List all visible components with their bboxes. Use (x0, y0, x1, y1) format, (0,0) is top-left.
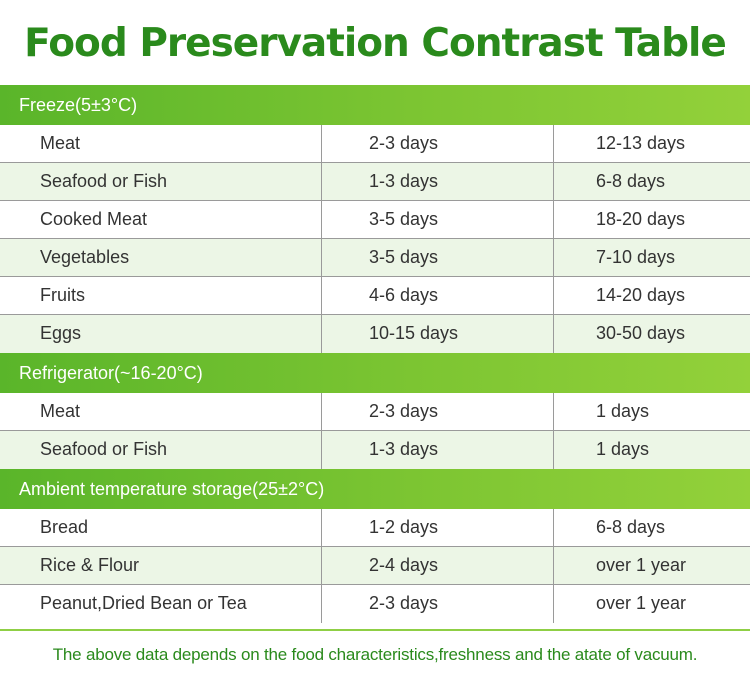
table-row: Fruits 4-6 days 14-20 days (0, 277, 750, 315)
duration-cell: 2-3 days (322, 125, 554, 162)
footer-divider (0, 629, 750, 631)
food-cell: Seafood or Fish (0, 163, 322, 200)
duration-cell: 1 days (596, 401, 650, 421)
food-cell: Cooked Meat (0, 201, 322, 238)
duration-cell: 12-13 days (596, 133, 686, 153)
food-cell: Vegetables (0, 239, 322, 276)
duration-cell: 1-3 days (322, 431, 554, 469)
food-cell: Seafood or Fish (0, 431, 322, 469)
table-row: Vegetables 3-5 days 7-10 days (0, 239, 750, 277)
table-row: Peanut,Dried Bean or Tea 2-3 days over 1… (0, 585, 750, 623)
food-cell: Peanut,Dried Bean or Tea (0, 585, 322, 623)
table-row: Rice & Flour 2-4 days over 1 year (0, 547, 750, 585)
duration-cell: 2-3 days (322, 393, 554, 430)
duration-cell: 3-5 days (322, 239, 554, 276)
duration-cell: 1-3 days (322, 163, 554, 200)
duration-cell: 1 days (596, 439, 650, 459)
duration-cell: 18-20 days (596, 209, 686, 229)
footnote: The above data depends on the food chara… (52, 645, 698, 664)
duration-cell: over 1 year (596, 593, 687, 613)
section-header-ambient: Ambient temperature storage(25±2°C) (0, 469, 750, 509)
duration-cell: 6-8 days (596, 171, 666, 191)
duration-cell: 3-5 days (322, 201, 554, 238)
duration-cell: over 1 year (596, 555, 687, 575)
table-row: Meat 2-3 days 12-13 days (0, 125, 750, 163)
duration-cell: 2-3 days (322, 585, 554, 623)
food-cell: Fruits (0, 277, 322, 314)
table-row: Cooked Meat 3-5 days 18-20 days (0, 201, 750, 239)
duration-cell: 4-6 days (322, 277, 554, 314)
food-cell: Meat (0, 125, 322, 162)
table-row: Meat 2-3 days 1 days (0, 393, 750, 431)
table-row: Bread 1-2 days 6-8 days (0, 509, 750, 547)
duration-cell: 1-2 days (322, 509, 554, 546)
food-cell: Meat (0, 393, 322, 430)
table-row: Eggs 10-15 days 30-50 days (0, 315, 750, 353)
duration-cell: 10-15 days (322, 315, 554, 353)
section-header-freeze: Freeze(5±3°C) (0, 85, 750, 125)
food-cell: Eggs (0, 315, 322, 353)
duration-cell: 14-20 days (596, 285, 686, 305)
duration-cell: 2-4 days (322, 547, 554, 584)
duration-cell: 30-50 days (596, 323, 686, 343)
table-row: Seafood or Fish 1-3 days 6-8 days (0, 163, 750, 201)
food-cell: Rice & Flour (0, 547, 322, 584)
duration-cell: 7-10 days (596, 247, 676, 267)
table-row: Seafood or Fish 1-3 days 1 days (0, 431, 750, 469)
page-title: Food Preservation Contrast Table (24, 21, 727, 66)
preservation-table: Freeze(5±3°C) Meat 2-3 days 12-13 days S… (0, 85, 750, 623)
food-cell: Bread (0, 509, 322, 546)
section-header-refrigerator: Refrigerator(~16-20°C) (0, 353, 750, 393)
duration-cell: 6-8 days (596, 517, 666, 537)
